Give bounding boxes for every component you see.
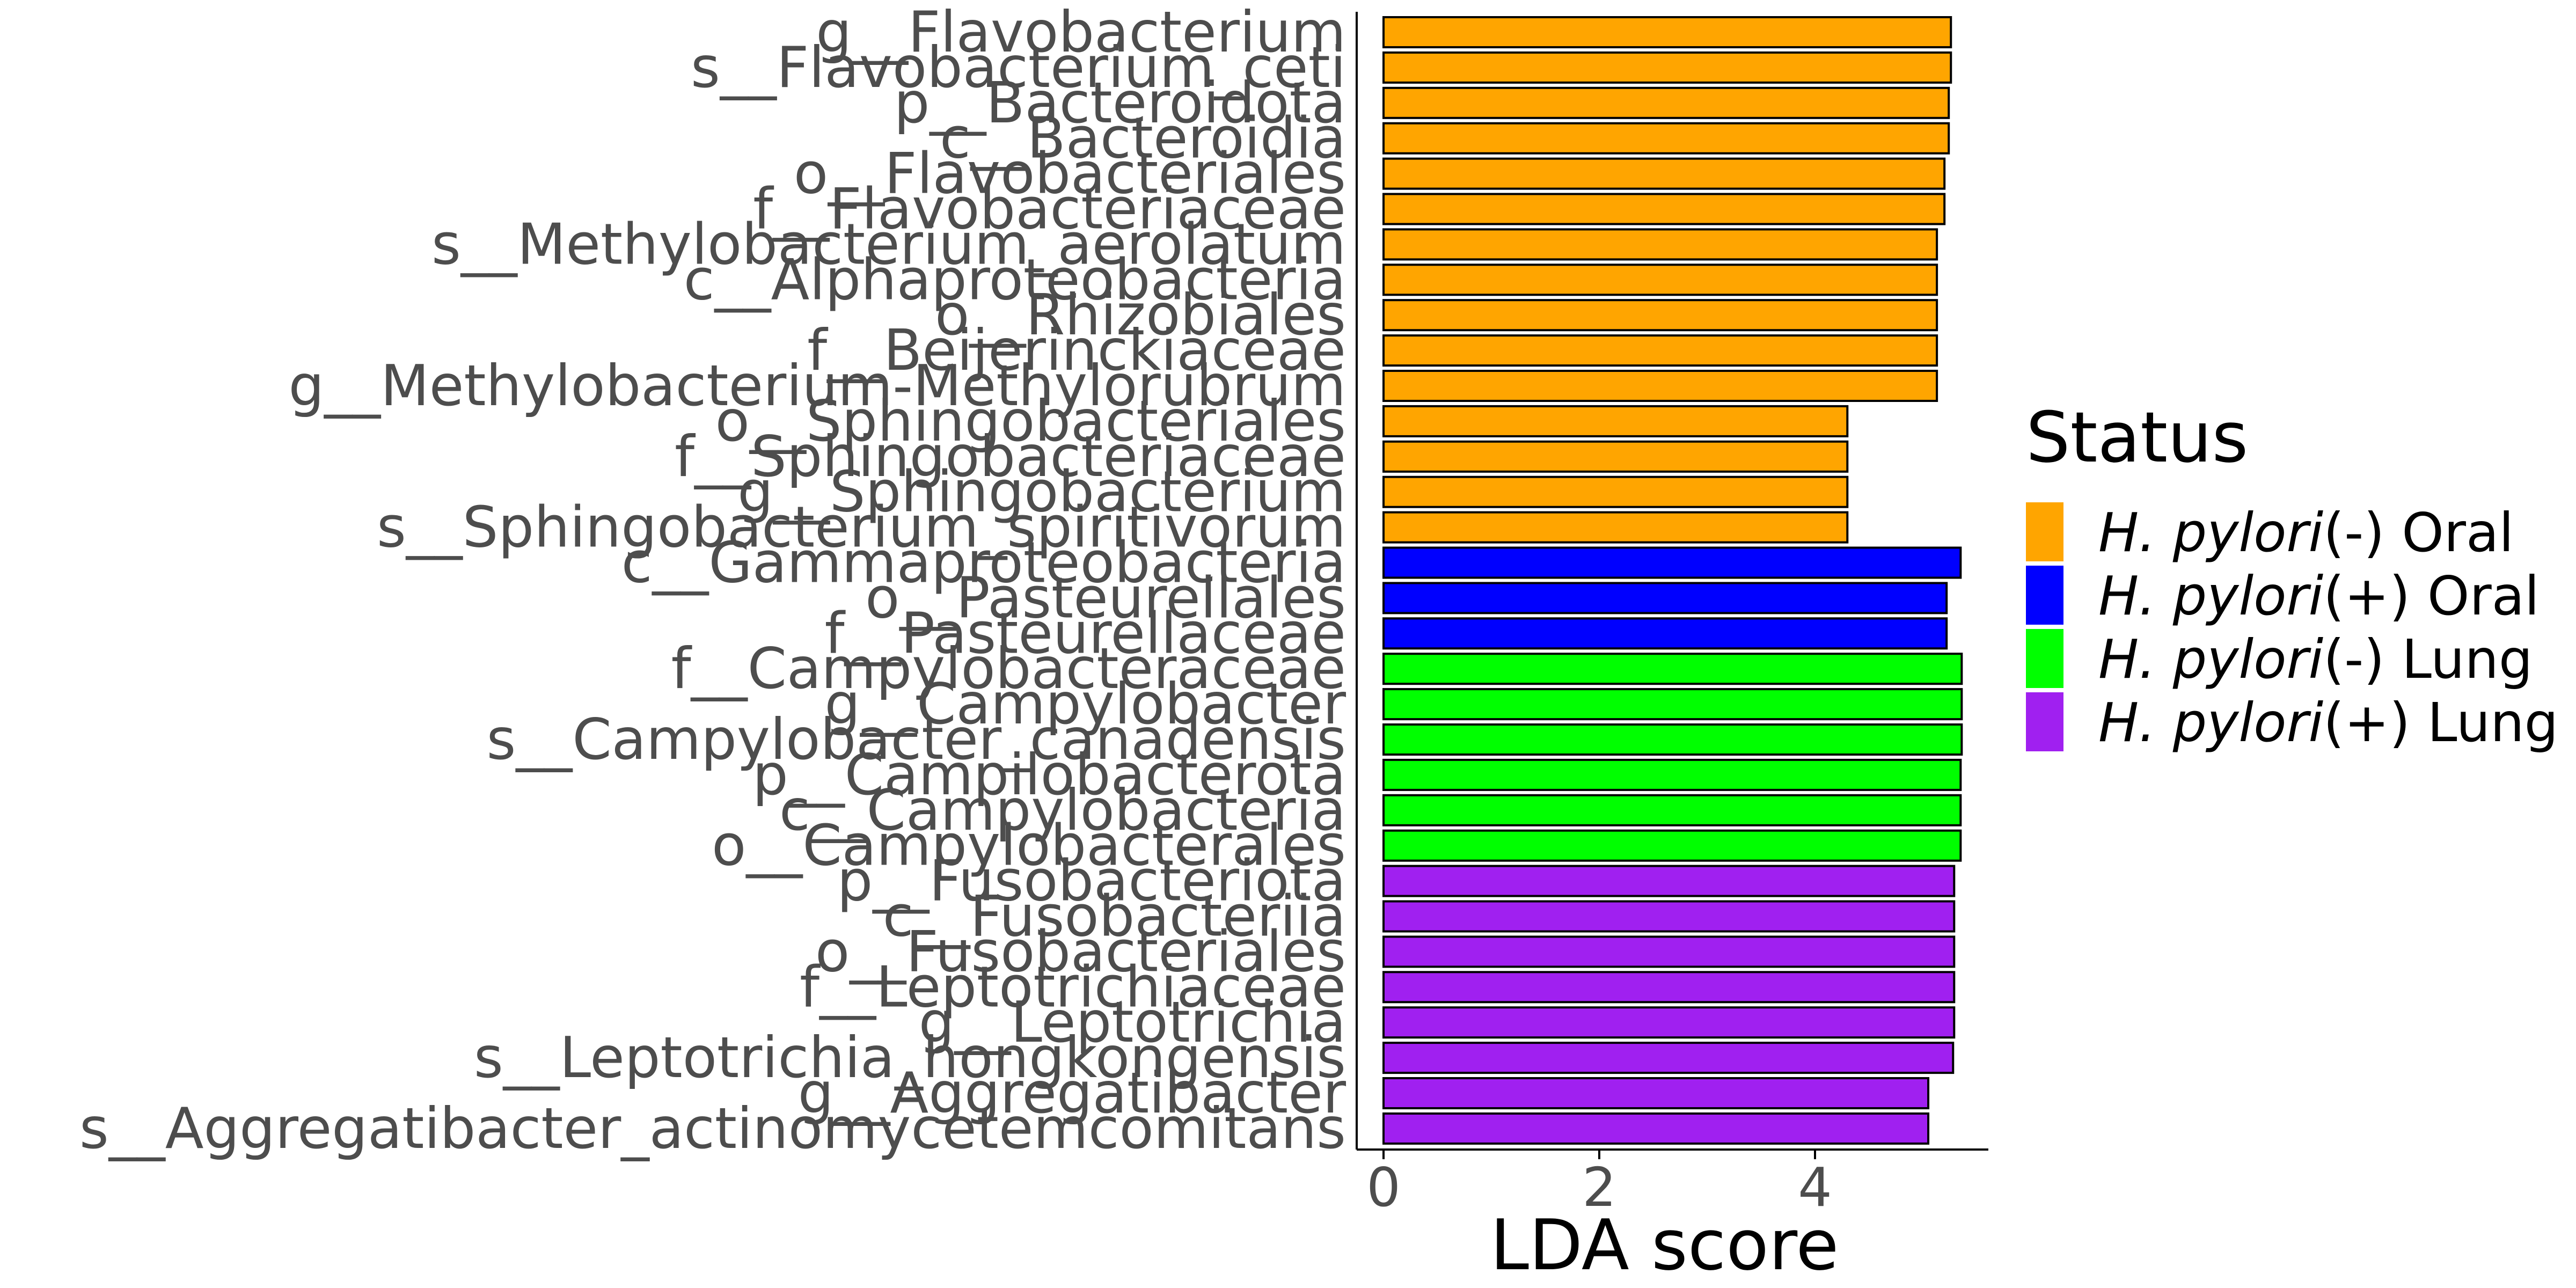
bar (1382, 16, 1952, 48)
category-label: f__Sphingobacteriaceae (675, 424, 1346, 489)
legend-key (2026, 629, 2063, 688)
bar (1382, 900, 1956, 933)
bar (1382, 546, 1962, 579)
bar (1382, 1112, 1930, 1145)
legend-key (2026, 502, 2063, 561)
bar (1382, 688, 1963, 721)
x-tick-label: 0 (1366, 1156, 1401, 1219)
legend-label-italic: H. pylori (2098, 565, 2324, 627)
bar (1382, 264, 1938, 296)
category-label: c__Alphaproteobacteria (684, 247, 1346, 312)
bar (1382, 971, 1956, 1004)
category-label: f__Flavobacteriaceae (753, 177, 1346, 242)
legend-label: H. pylori(+) Oral (2098, 565, 2540, 627)
category-label: p__Bacteroidota (894, 70, 1346, 136)
bar (1382, 440, 1849, 473)
category-label: c__Fusobacteriia (883, 884, 1346, 949)
bar (1382, 157, 1946, 190)
legend-title: Status (2026, 397, 2248, 478)
legend-label-suffix: (-) Lung (2323, 628, 2533, 691)
axes (1356, 12, 1988, 1151)
legend-label: H. pylori(-) Lung (2098, 628, 2533, 691)
category-label: f__Leptotrichiaceae (800, 954, 1346, 1020)
bar (1382, 334, 1938, 367)
category-label: s__Leptotrichia_hongkongensis (474, 1025, 1346, 1091)
x-tick-label: 4 (1798, 1156, 1832, 1219)
bar (1382, 122, 1950, 155)
bar (1382, 1006, 1956, 1039)
legend-label-suffix: (+) Lung (2323, 691, 2558, 754)
x-tick-label: 2 (1582, 1156, 1616, 1219)
legend-key (2026, 566, 2063, 625)
bar (1382, 405, 1849, 437)
category-label: g__Aggregatibacter (798, 1060, 1346, 1126)
legend-label-suffix: (+) Oral (2323, 565, 2540, 627)
legend-label: H. pylori(-) Oral (2098, 501, 2514, 564)
bar (1382, 758, 1962, 791)
category-label: s__Methylobacterium_aerolatum (431, 211, 1346, 277)
category-label: p__Campilobacterota (752, 742, 1346, 808)
bar (1382, 1042, 1955, 1074)
x-axis-title: LDA score (1490, 1204, 1839, 1286)
category-label: o__Sphingobacteriales (715, 389, 1346, 454)
category-label: f__Campylobacteraceae (671, 636, 1346, 701)
category-label: o__Rhizobiales (935, 282, 1346, 348)
category-label: o__Pasteurellales (865, 565, 1346, 631)
category-label: g__Leptotrichia (919, 990, 1346, 1055)
category-label: s__Campylobacter_canadensis (487, 707, 1346, 772)
bar (1382, 511, 1849, 544)
bars-layer (1382, 16, 1963, 1145)
x-ticks: 0 2 4 (1366, 1150, 1832, 1219)
bar (1382, 617, 1948, 650)
legend-label: H. pylori(+) Lung (2098, 691, 2558, 754)
bar (1382, 582, 1948, 614)
legend-label-italic: H. pylori (2098, 691, 2324, 754)
category-label: o__Flavobacteriales (794, 141, 1346, 207)
bar (1382, 935, 1956, 968)
bar (1382, 653, 1963, 685)
bar (1382, 475, 1849, 508)
legend-label-italic: H. pylori (2098, 628, 2324, 691)
bar (1382, 86, 1950, 119)
category-label: f__Pasteurellaceae (825, 601, 1346, 666)
bar (1382, 51, 1952, 84)
bar (1382, 299, 1938, 332)
bar (1382, 723, 1963, 756)
category-label: s__Flavobacterium_ceti (691, 35, 1346, 100)
category-label: c__Bacteroidia (940, 106, 1346, 171)
category-label: c__Gammaproteobacteria (621, 530, 1346, 596)
category-label: p__Fusobacteriota (837, 848, 1346, 914)
bar (1382, 1077, 1930, 1109)
category-label: o__Fusobacteriales (815, 919, 1346, 984)
category-label: g__Sphingobacterium (737, 459, 1346, 525)
category-label: o__Campylobacterales (712, 813, 1346, 879)
category-label: g__Campylobacter (825, 671, 1346, 737)
category-label: g__Methylobacterium-Methylorubrum (289, 353, 1346, 419)
category-labels: g__Flavobacteriums__Flavobacterium_cetip… (79, 0, 1346, 1161)
bar (1382, 193, 1946, 225)
legend-label-suffix: (-) Oral (2323, 501, 2514, 564)
bar (1382, 228, 1938, 261)
bar (1382, 829, 1962, 862)
bar (1382, 370, 1938, 402)
legend-label-italic: H. pylori (2098, 501, 2324, 564)
category-label: c__Campylobacteria (779, 778, 1346, 843)
category-label: s__Sphingobacterium_spiritivorum (377, 495, 1346, 560)
category-label: g__Flavobacterium (816, 0, 1346, 65)
bar (1382, 865, 1956, 897)
legend-key (2026, 692, 2063, 751)
bar (1382, 794, 1962, 826)
category-label: s__Aggregatibacter_actinomycetemcomitans (79, 1096, 1346, 1161)
category-label: f__Beijerinckiaceae (807, 318, 1346, 383)
